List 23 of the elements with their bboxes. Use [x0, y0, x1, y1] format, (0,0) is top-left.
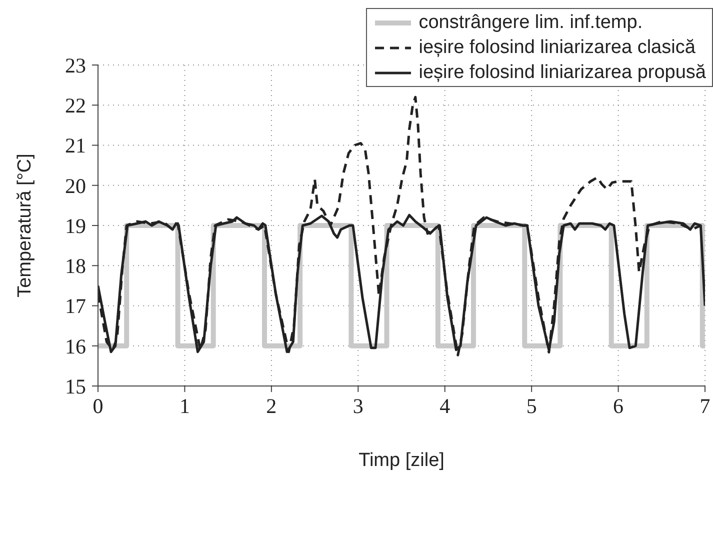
x-tick-label: 6 — [613, 394, 624, 418]
line-series — [98, 96, 702, 356]
y-tick-label: 19 — [65, 214, 86, 238]
x-tick-label: 0 — [92, 394, 104, 418]
legend-label: ieșire folosind liniarizarea clasică — [418, 36, 696, 58]
x-tick-label: 5 — [526, 394, 537, 418]
y-tick-label: 18 — [65, 254, 86, 278]
x-tick-label: 4 — [440, 394, 451, 418]
y-axis-title: Temperatură [°C] — [14, 154, 36, 298]
legend-label: ieșire folosind liniarizarea propusă — [418, 62, 706, 84]
y-tick-label: 16 — [65, 334, 86, 358]
y-tick-label: 20 — [65, 174, 86, 198]
legend-label: constrângere lim. inf.temp. — [418, 12, 643, 34]
y-tick-label: 17 — [65, 294, 86, 318]
x-tick-label: 1 — [179, 394, 190, 418]
x-tick-label: 7 — [700, 394, 710, 418]
x-axis-title: Timp [zile] — [358, 450, 444, 471]
y-tick-label: 23 — [65, 53, 86, 78]
x-tick-label: 3 — [352, 394, 364, 418]
y-tick-label: 21 — [65, 134, 86, 158]
y-tick-label: 22 — [65, 94, 86, 118]
x-tick-label: 2 — [266, 394, 277, 418]
y-tick-label: 15 — [65, 374, 86, 398]
